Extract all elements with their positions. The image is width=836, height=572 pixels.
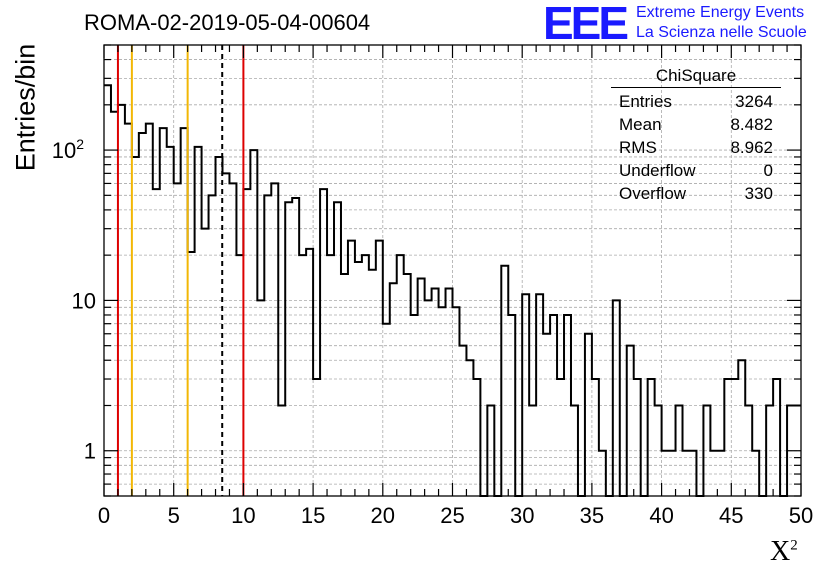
stats-value: 8.962 (730, 138, 773, 157)
x-tick-label: 45 (719, 503, 743, 528)
stats-title: ChiSquare (611, 66, 781, 88)
x-tick-label: 10 (231, 503, 255, 528)
histogram (104, 84, 801, 497)
stats-row: Entries 3264 (611, 90, 781, 113)
x-tick-label: 30 (510, 503, 534, 528)
histogram-outline (104, 84, 801, 497)
x-tick-label: 15 (301, 503, 325, 528)
x-tick-label: 35 (580, 503, 604, 528)
stats-row: Overflow 330 (611, 182, 781, 205)
run-title: ROMA-02-2019-05-04-00604 (84, 10, 371, 35)
stats-row: RMS 8.962 (611, 136, 781, 159)
stats-value: 0 (763, 161, 773, 180)
x-axis-label-main: X (770, 536, 791, 567)
stats-value: 3264 (735, 92, 773, 111)
x-tick-label: 50 (789, 503, 813, 528)
stats-value: 330 (744, 184, 773, 203)
y-axis-label: Entries/bin (10, 43, 41, 172)
reference-lines (116, 45, 245, 496)
logo-subtitle-1: Extreme Energy Events (636, 4, 805, 21)
eee-logo: EEE (543, 0, 629, 49)
grid-lines (104, 45, 801, 496)
y-tick-label: 10 (72, 288, 96, 313)
y-tick-label: 102 (52, 136, 84, 163)
stats-label: Overflow (619, 184, 687, 203)
stats-row: Underflow 0 (611, 159, 781, 182)
x-tick-label: 40 (649, 503, 673, 528)
stats-value: 8.482 (730, 115, 773, 134)
x-axis-label-superscript: 2 (790, 537, 798, 554)
y-tick-label: 1 (84, 439, 96, 464)
stats-label: RMS (619, 138, 657, 157)
axis-ticks (103, 44, 802, 497)
x-axis-label: X2 (770, 536, 798, 568)
stats-label: Mean (619, 115, 662, 134)
x-tick-label: 0 (98, 503, 110, 528)
tick-labels: 0 5 10 15 20 25 30 35 40 45 50 1 10 102 (52, 136, 814, 528)
x-tick-label: 20 (371, 503, 395, 528)
stats-label: Entries (619, 92, 672, 111)
stats-row: Mean 8.482 (611, 113, 781, 136)
stats-label: Underflow (619, 161, 696, 180)
x-tick-label: 25 (440, 503, 464, 528)
logo-subtitle-2: La Scienza nelle Scuole (636, 24, 807, 41)
stats-box: ChiSquare Entries 3264 Mean 8.482 RMS 8.962… (611, 66, 781, 205)
x-tick-label: 5 (168, 503, 180, 528)
